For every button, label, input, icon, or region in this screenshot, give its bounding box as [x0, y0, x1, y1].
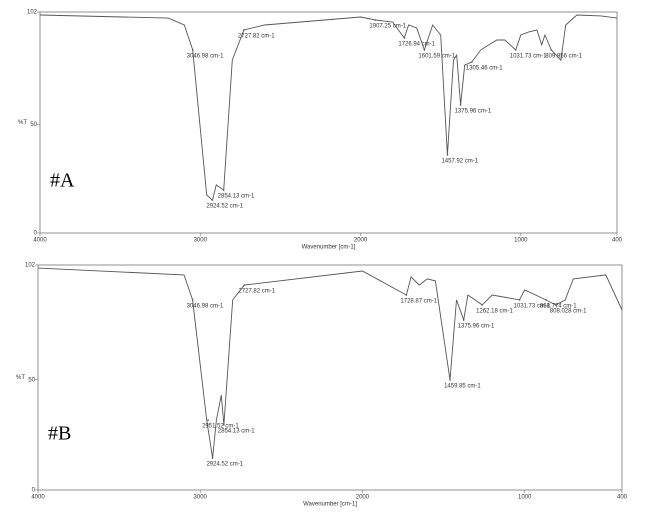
- peak-marker: [518, 299, 521, 301]
- peak-label: 2727.82 cm-1: [238, 34, 275, 40]
- peak-label: 1375.96 cm-1: [458, 324, 495, 330]
- peak-marker: [423, 49, 426, 51]
- x-tick-label: 3000: [194, 495, 208, 501]
- peak-label: 808.028 cm-1: [550, 309, 587, 315]
- peak-marker: [222, 189, 225, 191]
- x-tick-label: 400: [617, 495, 628, 501]
- y-tick-label: 50: [30, 122, 37, 128]
- peak-marker: [550, 49, 553, 51]
- peak-label: 1457.92 cm-1: [441, 159, 478, 165]
- x-axis-label: Wavenumber [cm-1]: [302, 245, 356, 251]
- peak-marker: [374, 19, 377, 21]
- peak-label: 2854.13 cm-1: [218, 429, 255, 435]
- peak-marker: [449, 379, 451, 381]
- peak-marker: [243, 284, 246, 286]
- spectrum-line: [37, 267, 623, 459]
- panel-label: #B: [48, 423, 71, 445]
- peak-label: 1459.85 cm-1: [444, 384, 481, 390]
- peak-marker: [211, 199, 214, 201]
- peak-label: 1262.18 cm-1: [476, 309, 513, 315]
- x-tick-label: 2000: [354, 238, 368, 244]
- peak-label: 1728.87 cm-1: [400, 299, 437, 305]
- peak-label: 1305.46 cm-1: [466, 66, 503, 72]
- peak-label: 1726.94 cm-1: [398, 42, 435, 48]
- y-tick-label: 0: [34, 231, 38, 237]
- peak-label: 2924.52 cm-1: [206, 462, 243, 468]
- spectrum-line: [39, 14, 618, 201]
- x-tick-label: 1000: [518, 495, 532, 501]
- y-axis-label: %T: [18, 120, 27, 126]
- peak-marker: [403, 37, 406, 39]
- peak-label: 2727.82 cm-1: [238, 289, 275, 295]
- plot-frame: [37, 264, 623, 491]
- peak-label: 1375.96 cm-1: [455, 109, 492, 115]
- peak-label: 1031.73 cm-1: [514, 303, 551, 309]
- peak-label: 1031.73 cm-1: [510, 53, 547, 59]
- peak-label: 809.956 cm-1: [545, 53, 582, 59]
- peak-marker: [462, 319, 465, 321]
- peak-marker: [191, 49, 194, 51]
- peak-label: 868.774 cm-1: [540, 303, 577, 309]
- peak-label: 3046.98 cm-1: [187, 53, 224, 59]
- y-tick-label: 102: [25, 263, 36, 269]
- x-tick-label: 2000: [356, 495, 370, 501]
- panel-label: #A: [50, 170, 75, 192]
- peak-label: 2854.13 cm-1: [218, 194, 255, 200]
- peak-label: 3046.98 cm-1: [187, 303, 224, 309]
- peak-label: 2951.52 cm-1: [202, 424, 239, 430]
- x-tick-label: 400: [612, 238, 623, 244]
- peak-marker: [459, 104, 462, 106]
- peak-marker: [545, 299, 547, 301]
- plot-frame: [39, 11, 618, 234]
- x-axis-label: Wavenumber [cm-1]: [303, 502, 357, 508]
- peak-marker: [555, 304, 557, 306]
- peak-marker: [514, 49, 517, 51]
- peak-marker: [405, 294, 408, 296]
- peak-label: 1907.25 cm-1: [369, 24, 406, 30]
- peak-marker: [223, 424, 225, 426]
- x-tick-label: 4000: [33, 238, 47, 244]
- y-tick-label: 0: [32, 488, 36, 494]
- y-axis-label: %T: [16, 375, 25, 381]
- y-tick-label: 50: [28, 377, 35, 383]
- peak-marker: [446, 154, 449, 156]
- peak-marker: [243, 29, 245, 31]
- y-tick-label: 102: [27, 10, 38, 16]
- peak-marker: [211, 457, 214, 459]
- peak-marker: [481, 304, 483, 306]
- peak-marker: [207, 419, 209, 421]
- peak-label: 2924.52 cm-1: [206, 204, 243, 210]
- x-tick-label: 3000: [194, 238, 208, 244]
- peak-marker: [471, 61, 473, 63]
- x-tick-label: 1000: [514, 238, 528, 244]
- x-tick-label: 4000: [31, 495, 45, 501]
- peak-marker: [191, 299, 194, 301]
- peak-label: 1601.59 cm-1: [418, 53, 455, 59]
